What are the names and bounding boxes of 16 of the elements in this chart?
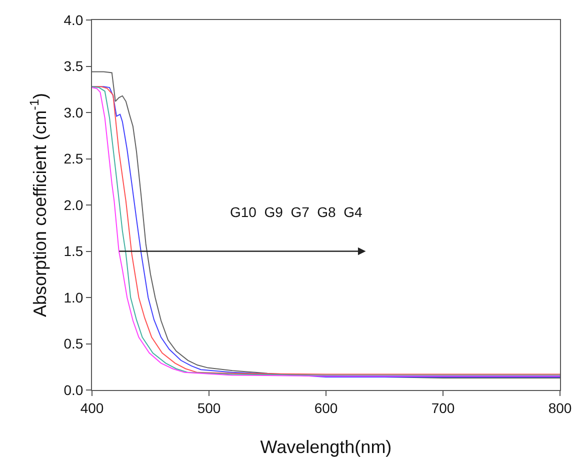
x-tick-label: 800 bbox=[548, 400, 572, 416]
y-tick-label: 1.0 bbox=[64, 289, 84, 306]
x-tick-label: 500 bbox=[197, 400, 221, 416]
y-tick-label: 2.0 bbox=[64, 196, 84, 213]
y-tick-label: 3.0 bbox=[64, 104, 84, 120]
y-tick-label: 4.0 bbox=[64, 12, 84, 28]
y-tick-label: 0.0 bbox=[64, 382, 84, 398]
x-tick-label: 400 bbox=[80, 400, 104, 416]
y-tick-label: 2.5 bbox=[64, 150, 84, 167]
y-tick-label: 3.5 bbox=[64, 58, 84, 74]
x-tick-label: 700 bbox=[431, 400, 455, 416]
x-axis-title: Wavelength(nm) bbox=[260, 437, 392, 457]
annotation: G10 G9 G7 G8 G4 bbox=[230, 204, 362, 220]
x-tick-label: 600 bbox=[314, 400, 338, 416]
y-tick-label: 0.5 bbox=[64, 336, 84, 352]
y-tick-label: 1.5 bbox=[64, 243, 84, 260]
